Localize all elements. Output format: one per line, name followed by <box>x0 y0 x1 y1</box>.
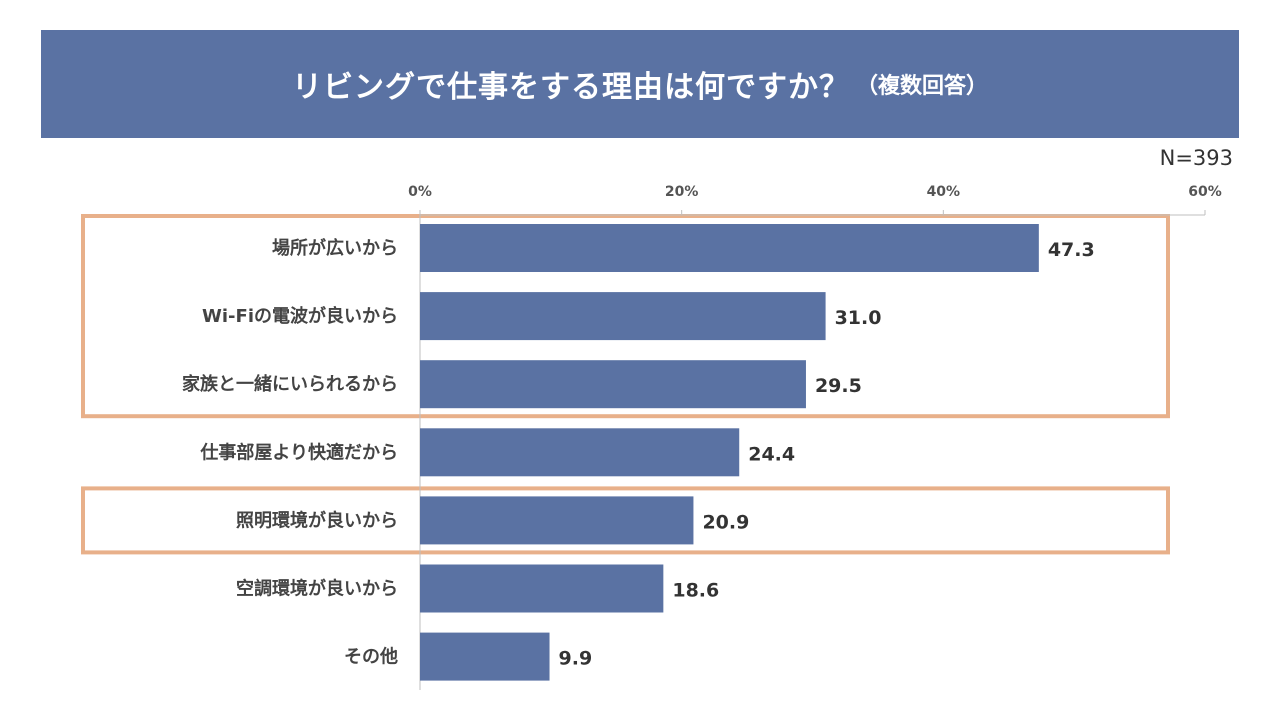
x-tick-label: 40% <box>927 184 961 200</box>
value-label: 31.0 <box>835 307 882 329</box>
value-label: 29.5 <box>815 375 862 397</box>
bar <box>420 360 806 409</box>
bar <box>420 632 550 681</box>
value-label: 20.9 <box>702 511 749 533</box>
category-label: 照明環境が良いから <box>236 509 398 531</box>
x-tick-label: 60% <box>1188 184 1222 200</box>
x-tick-label: 20% <box>665 184 699 200</box>
bar <box>420 496 694 545</box>
sample-size-label: N=393 <box>1159 146 1233 170</box>
value-label: 24.4 <box>748 443 795 465</box>
category-label: その他 <box>344 646 398 668</box>
bar <box>420 428 740 477</box>
title-banner: リビングで仕事をする理由は何ですか？ （複数回答） <box>41 30 1239 138</box>
bar <box>420 292 826 341</box>
chart-subtitle: （複数回答） <box>855 74 988 99</box>
category-label: 仕事部屋より快適だから <box>199 441 398 463</box>
value-label: 47.3 <box>1048 239 1095 261</box>
chart-title: リビングで仕事をする理由は何ですか？ <box>291 70 850 105</box>
highlight-box-1 <box>81 214 1170 419</box>
category-label: 家族と一緒にいられるから <box>182 373 398 395</box>
value-label: 18.6 <box>672 580 719 602</box>
x-tick-label: 0% <box>408 184 432 200</box>
category-label: Wi-Fiの電波が良いから <box>202 305 398 327</box>
highlight-box-2 <box>81 486 1170 555</box>
category-label: 場所が広いから <box>272 237 398 259</box>
bar <box>420 564 664 613</box>
category-label: 空調環境が良いから <box>236 578 398 600</box>
bar <box>420 224 1039 272</box>
value-label: 9.9 <box>559 648 593 670</box>
